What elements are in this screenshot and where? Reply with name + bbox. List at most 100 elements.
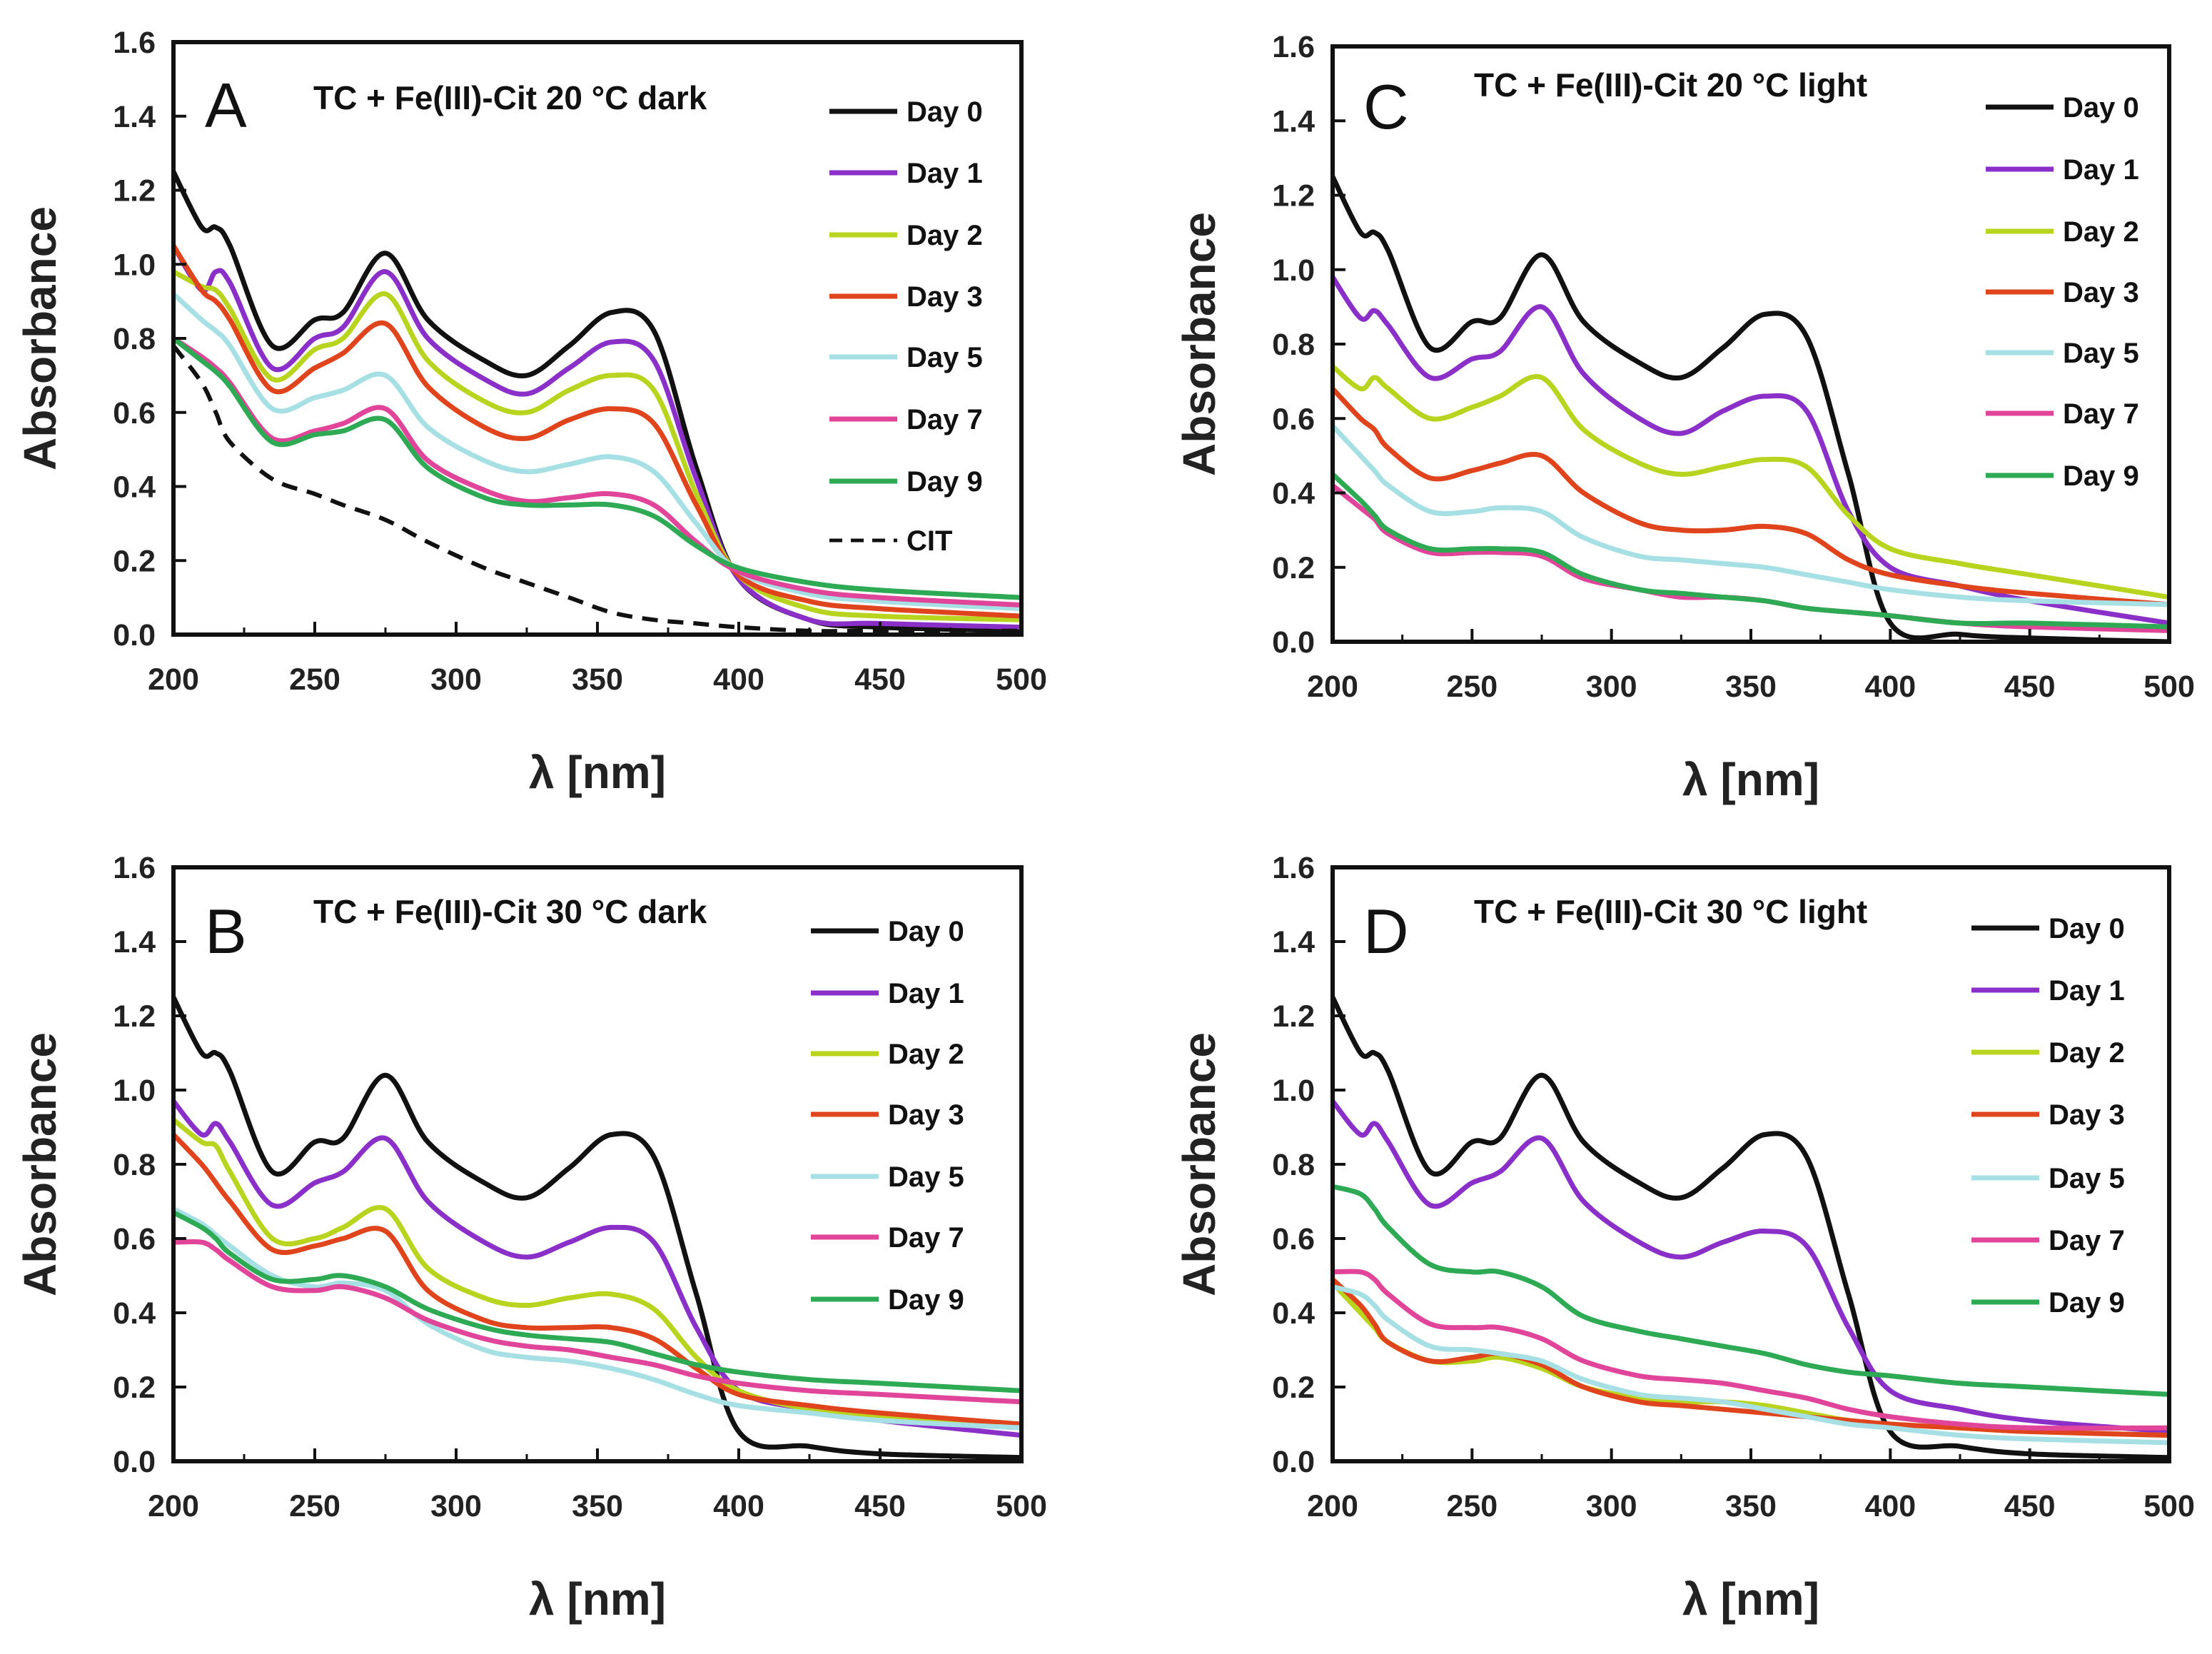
x-tick-label: 400 — [1864, 670, 1916, 704]
y-tick-label: 1.0 — [1272, 253, 1315, 288]
series-line-day-0 — [1333, 173, 2169, 642]
y-tick-label: 0.4 — [1272, 1296, 1315, 1331]
x-tick-label: 350 — [572, 662, 623, 697]
panel-letter: B — [205, 896, 247, 967]
x-tick-label: 200 — [1307, 670, 1358, 704]
y-tick-label: 0.2 — [1272, 1371, 1315, 1405]
series-line-day-9 — [1333, 1184, 2169, 1397]
panel-title: TC + Fe(III)-Cit 30 °C light — [1474, 893, 1867, 930]
legend-label: Day 9 — [906, 466, 983, 498]
x-tick-label: 200 — [148, 1489, 199, 1523]
series-group — [1333, 994, 2169, 1461]
x-tick-label: 200 — [1307, 1489, 1358, 1523]
y-axis-label: Absorbance — [1173, 212, 1225, 476]
legend-label: Day 3 — [2063, 277, 2139, 308]
series-line-day-9 — [1333, 471, 2169, 630]
series-line-day-5 — [173, 1206, 1021, 1431]
y-tick-label: 0.8 — [1272, 1148, 1315, 1182]
legend-label: Day 1 — [888, 978, 964, 1009]
x-tick-label: 300 — [430, 1489, 482, 1523]
series-line-day-9 — [173, 336, 1021, 600]
y-tick-label: 1.4 — [1272, 925, 1315, 959]
y-tick-label: 0.2 — [113, 544, 156, 578]
y-tick-label: 1.2 — [113, 174, 156, 208]
x-axis-label: λ [nm] — [1682, 1573, 1819, 1625]
panel-letter: D — [1363, 896, 1409, 967]
y-tick-label: 1.2 — [1272, 999, 1315, 1034]
legend-label: Day 1 — [2049, 975, 2125, 1007]
series-line-day-3 — [173, 1131, 1021, 1427]
y-axis-label: Absorbance — [14, 1032, 66, 1296]
legend: Day 0 Day 1 Day 2 Day 3 Day 5 Day 7 Day 9 — [811, 916, 964, 1316]
legend-label: Day 0 — [906, 96, 983, 128]
y-tick-label: 0.8 — [1272, 328, 1315, 362]
legend-label: Day 2 — [2063, 216, 2139, 248]
y-tick-label: 1.2 — [1272, 179, 1315, 213]
legend-label: Day 3 — [2049, 1099, 2125, 1131]
legend-label: Day 9 — [2049, 1287, 2125, 1318]
plot-frame — [171, 40, 1024, 637]
plot-frame — [1330, 865, 2171, 1463]
x-tick-label: 450 — [854, 662, 906, 697]
y-tick-label: 0.4 — [113, 470, 156, 505]
panel-title: TC + Fe(III)-Cit 30 °C dark — [313, 893, 707, 930]
y-tick-label: 0.6 — [1272, 402, 1315, 436]
series-line-day-1 — [1333, 274, 2169, 626]
x-tick-label: 250 — [1446, 670, 1498, 704]
legend-label: Day 5 — [906, 342, 983, 373]
series-line-day-7 — [1333, 1269, 2169, 1431]
series-group — [173, 169, 1021, 634]
y-tick-label: 1.4 — [113, 925, 156, 959]
x-tick-label: 400 — [1864, 1489, 1916, 1523]
y-tick-label: 0.6 — [1272, 1222, 1315, 1256]
series-line-day-1 — [1333, 1099, 2169, 1434]
legend-label: Day 2 — [2049, 1037, 2125, 1069]
y-axis-label: Absorbance — [14, 206, 66, 470]
x-tick-label: 350 — [572, 1489, 623, 1523]
y-tick-label: 0.0 — [113, 1445, 156, 1479]
x-tick-label: 300 — [430, 662, 482, 697]
series-line-day-0 — [1333, 994, 2169, 1461]
series-group — [1333, 173, 2169, 642]
legend-label: Day 0 — [2063, 92, 2139, 123]
series-line-day-5 — [1333, 1284, 2169, 1446]
x-tick-label: 450 — [2004, 1489, 2056, 1523]
y-tick-label: 1.0 — [113, 1074, 156, 1108]
x-axis-label: λ [nm] — [529, 1573, 666, 1625]
panel-b: 200 250 300 350 400 450 500 0.0 0.2 0.4 0.6 0.8 1.0 1… — [14, 851, 1047, 1625]
y-tick-label: 0.2 — [1272, 551, 1315, 585]
x-tick-label: 250 — [289, 1489, 340, 1523]
panel-title: TC + Fe(III)-Cit 20 °C light — [1474, 66, 1867, 104]
legend: Day 0 Day 1 Day 2 Day 3 Day 5 Day 7 Day 9 CIT — [829, 96, 983, 557]
x-axis-label: λ [nm] — [1682, 754, 1819, 805]
legend-label: Day 3 — [888, 1099, 964, 1131]
x-tick-label: 300 — [1586, 670, 1637, 704]
legend-label: Day 7 — [2049, 1225, 2125, 1256]
y-tick-label: 1.6 — [1272, 30, 1315, 64]
series-line-day-0 — [173, 169, 1021, 634]
x-tick-label: 350 — [1725, 670, 1777, 704]
legend-label: Day 0 — [888, 916, 964, 947]
series-line-day-1 — [173, 243, 1021, 630]
panel-letter: C — [1363, 71, 1409, 142]
series-line-day-5 — [173, 291, 1021, 612]
y-tick-label: 0.6 — [113, 1222, 156, 1256]
legend-label: Day 1 — [906, 158, 983, 189]
y-tick-label: 1.6 — [113, 26, 156, 60]
x-tick-label: 500 — [996, 1489, 1047, 1523]
x-tick-label: 400 — [713, 1489, 764, 1523]
legend-label: Day 5 — [2063, 338, 2139, 369]
y-tick-label: 1.0 — [1272, 1074, 1315, 1108]
legend-label: Day 5 — [888, 1161, 964, 1193]
legend-label: Day 0 — [2049, 913, 2125, 944]
y-tick-label: 0.0 — [1272, 625, 1315, 660]
panel-title: TC + Fe(III)-Cit 20 °C dark — [313, 79, 707, 116]
legend-label: Day 7 — [906, 404, 983, 435]
y-tick-label: 0.2 — [113, 1371, 156, 1405]
x-tick-label: 250 — [289, 662, 340, 697]
y-tick-label: 1.2 — [113, 999, 156, 1034]
y-tick-label: 0.0 — [1272, 1445, 1315, 1479]
series-line-day-3 — [1333, 386, 2169, 607]
x-tick-label: 350 — [1725, 1489, 1777, 1523]
